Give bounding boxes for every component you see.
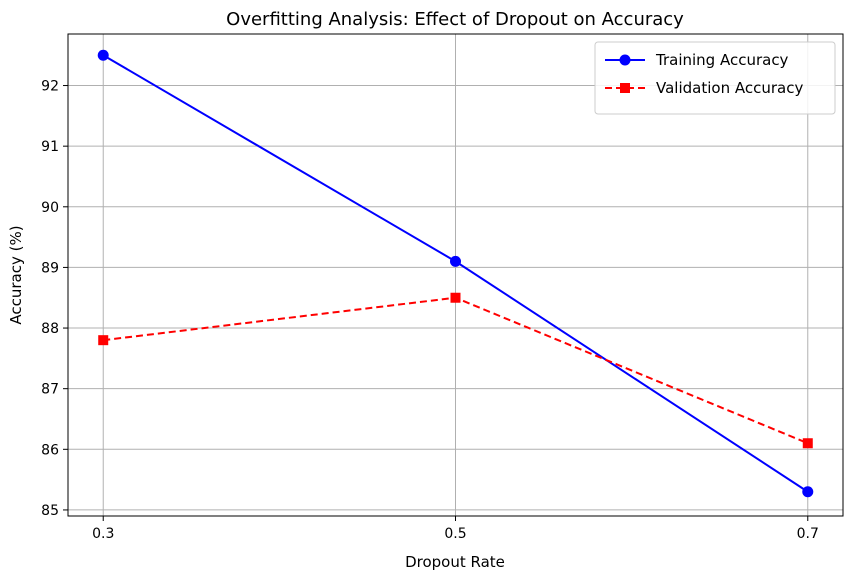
legend-marker [619, 54, 631, 66]
data-point [450, 292, 461, 303]
legend-marker [620, 83, 630, 93]
y-tick-label: 87 [41, 382, 59, 398]
x-tick-label: 0.5 [444, 526, 466, 542]
legend-label: Validation Accuracy [656, 79, 803, 97]
data-point [98, 335, 109, 346]
chart-title: Overfitting Analysis: Effect of Dropout … [226, 9, 684, 30]
x-axis-label: Dropout Rate [405, 553, 505, 571]
series-layer [97, 49, 814, 498]
data-point [802, 486, 814, 498]
legend-item: Training Accuracy [605, 51, 789, 69]
series-2 [98, 292, 813, 449]
y-tick-label: 85 [41, 503, 59, 519]
y-tick-label: 86 [41, 442, 59, 458]
legend-box [594, 41, 836, 115]
data-point [802, 438, 813, 449]
y-tick-label: 91 [41, 139, 59, 155]
x-tick-label: 0.3 [92, 526, 114, 542]
legend-item: Validation Accuracy [605, 79, 803, 97]
data-point [97, 49, 109, 61]
series-1 [97, 49, 814, 498]
x-tick-label: 0.7 [797, 526, 819, 542]
data-point [450, 255, 461, 267]
y-tick-label: 92 [41, 79, 59, 95]
y-tick-label: 90 [41, 200, 59, 216]
y-axis-label: Accuracy (%) [7, 225, 25, 324]
y-tick-label: 89 [41, 260, 59, 276]
legend: Training Accuracy Validation Accuracy [594, 41, 836, 115]
ticks: 0.3 0.5 0.7 85 86 87 88 89 90 91 92 [41, 79, 819, 542]
legend-label: Training Accuracy [655, 51, 789, 69]
y-tick-label: 88 [41, 321, 59, 337]
